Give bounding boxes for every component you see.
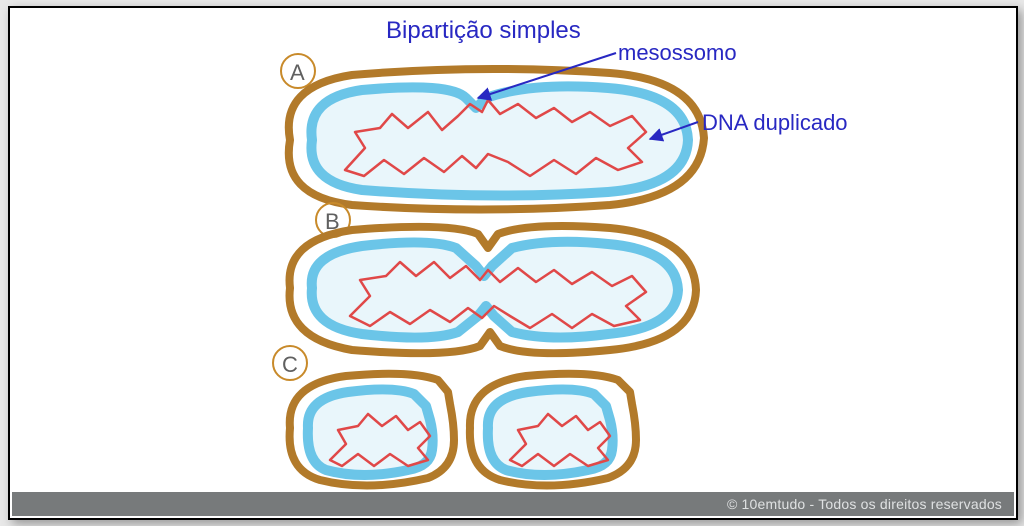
panel-a: A [281,54,704,210]
callout-mesossomo-text: mesossomo [618,40,737,65]
biparticao-diagram: Bipartição simples A B C [10,8,1016,518]
diagram-title: Bipartição simples [386,17,581,44]
callout-dna-text: DNA duplicado [702,110,848,135]
panel-c: C [273,346,636,486]
panel-b: B [290,203,696,353]
panel-a-letter: A [290,60,305,85]
panel-c-letter: C [282,352,298,377]
figure-frame: Bipartição simples A B C [8,6,1018,520]
copyright-bar: © 10emtudo - Todos os direitos reservado… [12,492,1014,516]
copyright-text: © 10emtudo - Todos os direitos reservado… [727,496,1002,512]
cell-a-membrane [311,86,688,195]
